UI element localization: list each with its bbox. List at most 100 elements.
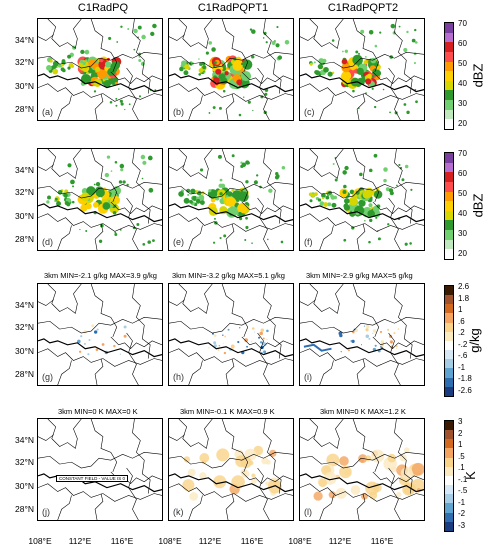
header-h: 3km MIN=-3.2 g/kg MAX=5.1 g/kg [172, 271, 285, 280]
colorbar-t [444, 420, 454, 532]
column-title-3: C1RadPQPT2 [327, 2, 399, 14]
colorbar-tick: -2.6 [458, 386, 472, 395]
colorbar-tick: 60 [458, 39, 467, 48]
colorbar-tick: 50 [458, 59, 467, 68]
header-i: 3km MIN=-2.9 g/kg MAX=5 g/kg [306, 271, 413, 280]
colorbar-tick: -.1 [458, 474, 468, 484]
colorbar-tick: .6 [458, 316, 465, 326]
lat-label: 34°N [15, 164, 34, 175]
colorbar-tick: 1.8 [458, 293, 470, 303]
colorbar-tick: 60 [458, 169, 467, 178]
map-svg [38, 284, 162, 385]
panel-label: (a) [42, 107, 53, 117]
lat-label: 30°N [15, 346, 34, 356]
panel-label: (l) [304, 507, 312, 517]
map-panel-b: (b) [168, 18, 294, 121]
map-svg [300, 284, 424, 385]
panel-label: (g) [42, 372, 53, 382]
column-title-2: C1RadPQPT1 [197, 2, 269, 14]
map-panel-l: (l) [299, 418, 425, 521]
lat-label: 32°N [15, 57, 34, 68]
lat-label: 34°N [15, 434, 34, 445]
header-g: 3km MIN=-2.1 g/kg MAX=3.9 g/kg [44, 271, 157, 280]
header-j: 3km MIN=0 K MAX=0 K [58, 407, 138, 416]
lon-label-108: 108°E [28, 536, 52, 546]
colorbar-tick: 40 [458, 209, 467, 218]
colorbar-unit: g/kg [466, 328, 482, 353]
colorbar-tick: 3 [458, 417, 463, 426]
colorbar-tick: 2 [458, 428, 463, 438]
lat-label: 30°N [15, 211, 34, 221]
panel-label: (c) [304, 107, 315, 117]
colorbar-tick: -.2 [458, 339, 468, 349]
map-panel-e: (e) [168, 148, 294, 251]
panel-label: (d) [42, 237, 53, 247]
map-panel-a: (a) [37, 18, 163, 121]
map-panel-c: (c) [299, 18, 425, 121]
lat-label: 28°N [15, 503, 34, 514]
column-title-1: C1RadPQ [77, 2, 129, 14]
panel-label: (e) [173, 237, 184, 247]
lat-label: 32°N [15, 457, 34, 468]
lon-label-112: 112°E [68, 536, 92, 546]
colorbar-tick: 40 [458, 79, 467, 88]
colorbar-unit: K [462, 471, 478, 480]
map-svg [169, 284, 293, 385]
colorbar-tick: 30 [458, 229, 467, 238]
map-panel-d: (d) [37, 148, 163, 251]
map-svg [38, 419, 162, 520]
panel-label: (k) [173, 507, 184, 517]
map-panel-f: (f) [299, 148, 425, 251]
colorbar-tick: 1 [458, 305, 463, 315]
colorbar-unit: dBZ [470, 63, 484, 88]
colorbar-tick: 20 [458, 119, 467, 128]
map-svg [38, 149, 162, 250]
lon-label-116: 116°E [110, 536, 134, 546]
map-svg [169, 19, 293, 120]
constant-field-label: CONSTANT FIELD - VALUE IS 0 [56, 475, 129, 482]
lon-label-112-b: 112°E [198, 536, 222, 546]
lat-label: 32°N [15, 187, 34, 198]
map-svg [300, 419, 424, 520]
panel-label: (h) [173, 372, 184, 382]
lon-label-116-c: 116°E [370, 536, 394, 546]
map-panel-k: (k) [168, 418, 294, 521]
colorbar-tick: .2 [458, 328, 465, 338]
lat-label: 30°N [15, 81, 34, 91]
colorbar-tick: 30 [458, 99, 467, 108]
header-l: 3km MIN=0 K MAX=1.2 K [320, 407, 406, 416]
colorbar-tick: 1 [458, 440, 463, 450]
colorbar-tick: -1 [458, 497, 466, 507]
colorbar-tick: -.5 [458, 486, 468, 496]
lon-label-108-c: 108°E [288, 536, 312, 546]
panel-label: (j) [42, 507, 50, 517]
header-k: 3km MIN=-0.1 K MAX=0.9 K [180, 407, 275, 416]
lon-label-108-b: 108°E [158, 536, 182, 546]
colorbar-tick: 20 [458, 249, 467, 258]
colorbar-q [444, 285, 454, 397]
colorbar-tick: -3 [458, 521, 466, 530]
map-svg [300, 149, 424, 250]
map-svg [38, 19, 162, 120]
map-svg [169, 149, 293, 250]
colorbar-tick: -.6 [458, 351, 468, 361]
lat-label: 28°N [15, 368, 34, 379]
panel-label: (f) [304, 237, 313, 247]
lat-label: 34°N [15, 34, 34, 45]
lat-label: 32°N [15, 322, 34, 333]
panel-label: (b) [173, 107, 184, 117]
lat-label: 28°N [15, 103, 34, 114]
lon-label-112-c: 112°E [328, 536, 352, 546]
map-svg [169, 419, 293, 520]
colorbar-tick: .5 [458, 451, 465, 461]
map-panel-i: (i) [299, 283, 425, 386]
colorbar-unit: dBZ [470, 193, 484, 218]
colorbar-tick: 70 [458, 19, 467, 28]
colorbar-tick: .1 [458, 463, 465, 473]
colorbar-tick: -2 [458, 509, 466, 519]
panel-label: (i) [304, 372, 312, 382]
lat-label: 30°N [15, 481, 34, 491]
colorbar-dbz [444, 152, 454, 260]
map-svg [300, 19, 424, 120]
lat-label: 28°N [15, 233, 34, 244]
